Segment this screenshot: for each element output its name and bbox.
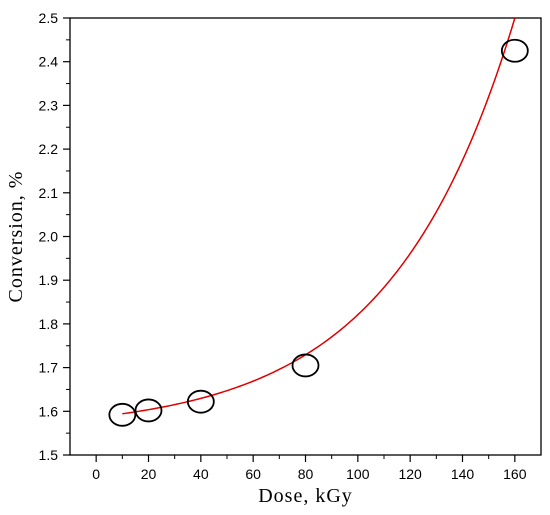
data-points (108, 38, 529, 427)
y-tick-label: 2.1 (39, 185, 59, 201)
x-tick-label: 120 (398, 466, 422, 482)
y-axis-title: Conversion, % (5, 171, 27, 303)
y-tick-label: 1.7 (39, 360, 59, 376)
x-tick-label: 20 (141, 466, 157, 482)
y-tick-label: 2.4 (39, 54, 59, 70)
fit-curve (122, 17, 516, 415)
y-axis-ticks: 1.5 1.6 1.7 1.8 1.9 2.0 2.1 2.2 2.3 2.4 2.5 (39, 10, 70, 463)
y-tick-label: 2.3 (39, 97, 59, 113)
y-tick-label: 2.2 (39, 141, 59, 157)
data-point (134, 398, 163, 423)
y-tick-label: 2.5 (39, 10, 59, 26)
data-point (108, 402, 137, 427)
y-tick-label: 1.6 (39, 403, 59, 419)
data-point (500, 38, 529, 63)
x-tick-label: 40 (193, 466, 209, 482)
y-tick-label: 1.5 (39, 447, 59, 463)
x-tick-label: 0 (92, 466, 100, 482)
x-tick-label: 100 (346, 466, 370, 482)
data-point (186, 389, 215, 414)
data-point (291, 353, 320, 378)
x-axis-ticks: 0 20 40 60 80 100 120 140 160 (92, 455, 527, 482)
plot-border (69, 17, 542, 456)
y-tick-label: 2.0 (39, 229, 59, 245)
x-axis-title: Dose, kGy (258, 485, 353, 507)
x-tick-label: 80 (298, 466, 314, 482)
plot-frame (69, 17, 542, 456)
y-tick-label: 1.8 (39, 316, 59, 332)
x-tick-label: 140 (451, 466, 475, 482)
y-tick-label: 1.9 (39, 272, 59, 288)
x-tick-label: 60 (245, 466, 261, 482)
x-tick-label: 160 (503, 466, 527, 482)
